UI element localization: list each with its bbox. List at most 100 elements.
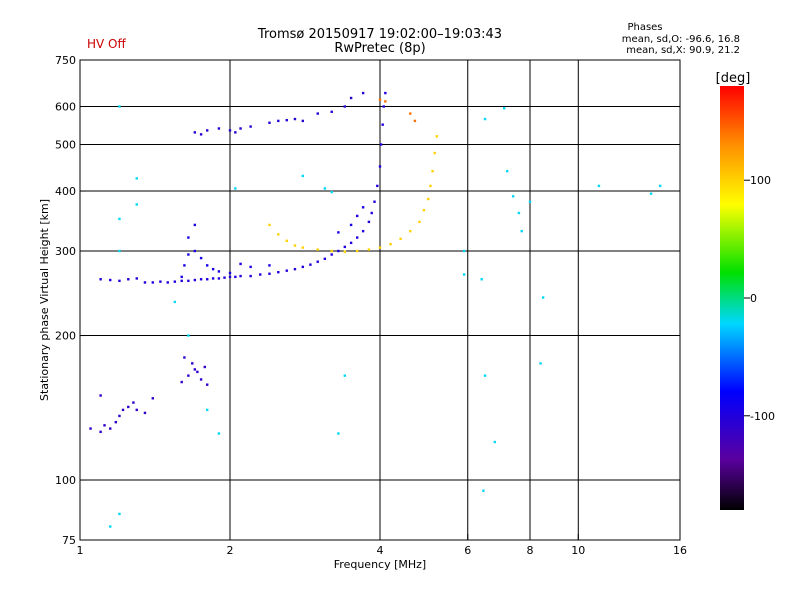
y-tick-label: 500 [55,139,76,152]
data-point [301,174,305,178]
data-point [343,374,347,377]
x-tick-label: 10 [571,544,585,557]
data-point [493,440,497,444]
data-point [323,257,327,260]
data-point [378,165,382,168]
data-point [228,275,232,279]
data-point [217,270,221,273]
data-point [193,368,197,371]
data-point [180,279,183,283]
data-point [205,408,209,412]
data-point [118,249,121,253]
phase-stats-x: mean, sd,X: 90.9, 21.2 [626,45,740,56]
data-point [143,281,147,284]
data-point [528,200,532,203]
data-point [337,432,340,435]
data-point [384,91,387,95]
data-point [234,187,237,190]
data-point [239,127,242,130]
data-point [433,151,436,155]
data-point [268,121,271,124]
data-point [199,256,203,260]
data-point [183,264,186,267]
data-point [191,362,194,365]
data-point [482,489,485,492]
data-point [89,427,92,430]
data-point [159,280,162,283]
data-point [193,249,197,253]
colorbar-tick-label: 0 [750,292,757,305]
data-point [361,91,365,95]
x-axis-label: Frequency [MHz] [334,558,426,571]
data-point [127,405,130,409]
data-point [118,105,121,108]
data-point [109,427,112,430]
data-point [205,129,209,132]
data-point [309,263,312,266]
data-point [349,96,353,100]
data-point [429,184,432,188]
data-point [316,112,319,115]
data-point [166,281,169,284]
data-point [135,177,138,180]
data-point [285,239,288,243]
data-point [330,253,333,256]
data-point [180,380,183,384]
y-tick-label: 75 [62,534,76,547]
y-axis-label: Stationary phase Virtual Height [km] [38,199,51,401]
y-tick-label: 300 [55,245,76,258]
data-point [480,278,483,281]
data-point [187,374,190,377]
data-point [285,269,288,272]
data-point [462,273,466,276]
phase-stats-heading: Phases [627,22,663,33]
data-point [361,206,365,209]
data-point [109,278,112,282]
data-point [431,169,434,173]
data-point [539,362,542,365]
data-points [89,91,662,528]
data-point [399,237,402,241]
colorbar-tick-label: 100 [750,174,771,187]
data-point [649,192,653,195]
data-point [187,236,190,239]
data-point [205,278,209,281]
colorbar-ticks: 100 0 -100 [744,174,775,423]
data-point [173,300,177,304]
data-point [323,187,327,190]
data-point [135,408,138,412]
data-point [234,275,237,279]
data-point [381,123,384,126]
data-point [337,231,340,234]
data-point [114,420,118,424]
data-point [211,267,215,271]
data-point [505,169,509,173]
hv-status-label: HV Off [87,37,126,51]
data-point [435,135,438,138]
data-point [249,125,252,128]
data-point [370,211,373,215]
data-point [217,127,221,130]
data-point [343,245,347,249]
y-tick-label: 750 [55,54,76,67]
data-point [330,249,333,253]
data-point [277,119,280,123]
data-point [211,277,215,280]
data-point [316,248,319,251]
data-point [249,274,252,278]
x-tick-label: 6 [464,544,471,557]
data-point [187,279,190,283]
data-point [483,117,487,121]
data-point [187,253,190,256]
data-point [483,374,487,377]
data-point [413,119,417,123]
data-point [99,278,102,281]
data-point [355,249,359,253]
data-point [361,229,365,233]
data-point [301,265,305,269]
data-point [343,105,347,108]
y-tick-label: 400 [55,185,76,198]
data-point [193,278,197,282]
data-point [422,208,426,212]
